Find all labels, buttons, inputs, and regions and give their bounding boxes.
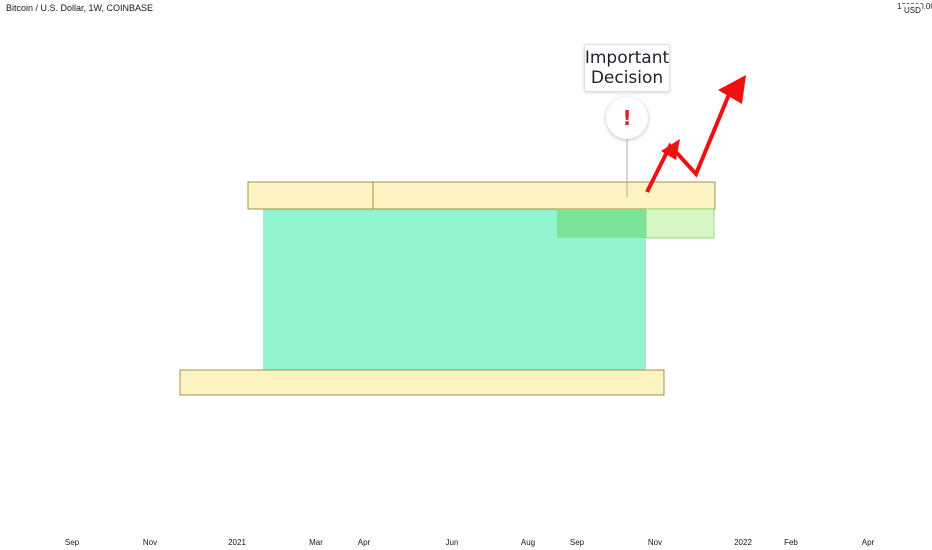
- important-decision-callout: Important Decision: [584, 44, 670, 92]
- target-box: [645, 208, 715, 239]
- price-zones: [179, 181, 716, 396]
- time-tick-label: Feb: [784, 538, 798, 547]
- support-zone: [179, 369, 665, 396]
- breakout-box: [557, 209, 646, 238]
- time-tick-label: 2022: [734, 538, 752, 547]
- time-tick-label: Apr: [862, 538, 875, 547]
- arrow-head-large: [718, 75, 746, 104]
- time-tick-label: Sep: [65, 538, 80, 547]
- time-tick-label: Jun: [446, 538, 459, 547]
- candles: [626, 139, 628, 197]
- currency-label: USD: [904, 6, 921, 15]
- time-tick-label: Nov: [143, 538, 157, 547]
- arrow-head-small: [661, 139, 680, 160]
- resistance-zone: [247, 181, 716, 210]
- time-tick-label: Nov: [648, 538, 662, 547]
- arrow-path: [645, 91, 732, 193]
- time-tick-label: Mar: [309, 538, 323, 547]
- time-axis[interactable]: Sep Nov 2021 Mar Apr Jun Aug Sep Nov 2022 Feb Apr: [65, 538, 875, 547]
- time-tick-label: Sep: [570, 538, 585, 547]
- callout-line-1: Important: [584, 48, 670, 68]
- projection-arrow: [645, 75, 746, 193]
- time-tick-label: Apr: [358, 538, 371, 547]
- price-axis[interactable]: 16400.0017800.0019400.0021000.0023000.00…: [889, 0, 932, 15]
- chart-title: Bitcoin / U.S. Dollar, 1W, COINBASE: [6, 3, 154, 13]
- currency-label-bg: [902, 4, 922, 15]
- time-tick-label: Aug: [521, 538, 535, 547]
- exclamation-icon: !: [606, 97, 648, 139]
- callout-line-2: Decision: [590, 68, 664, 88]
- time-tick-label: 2021: [228, 538, 246, 547]
